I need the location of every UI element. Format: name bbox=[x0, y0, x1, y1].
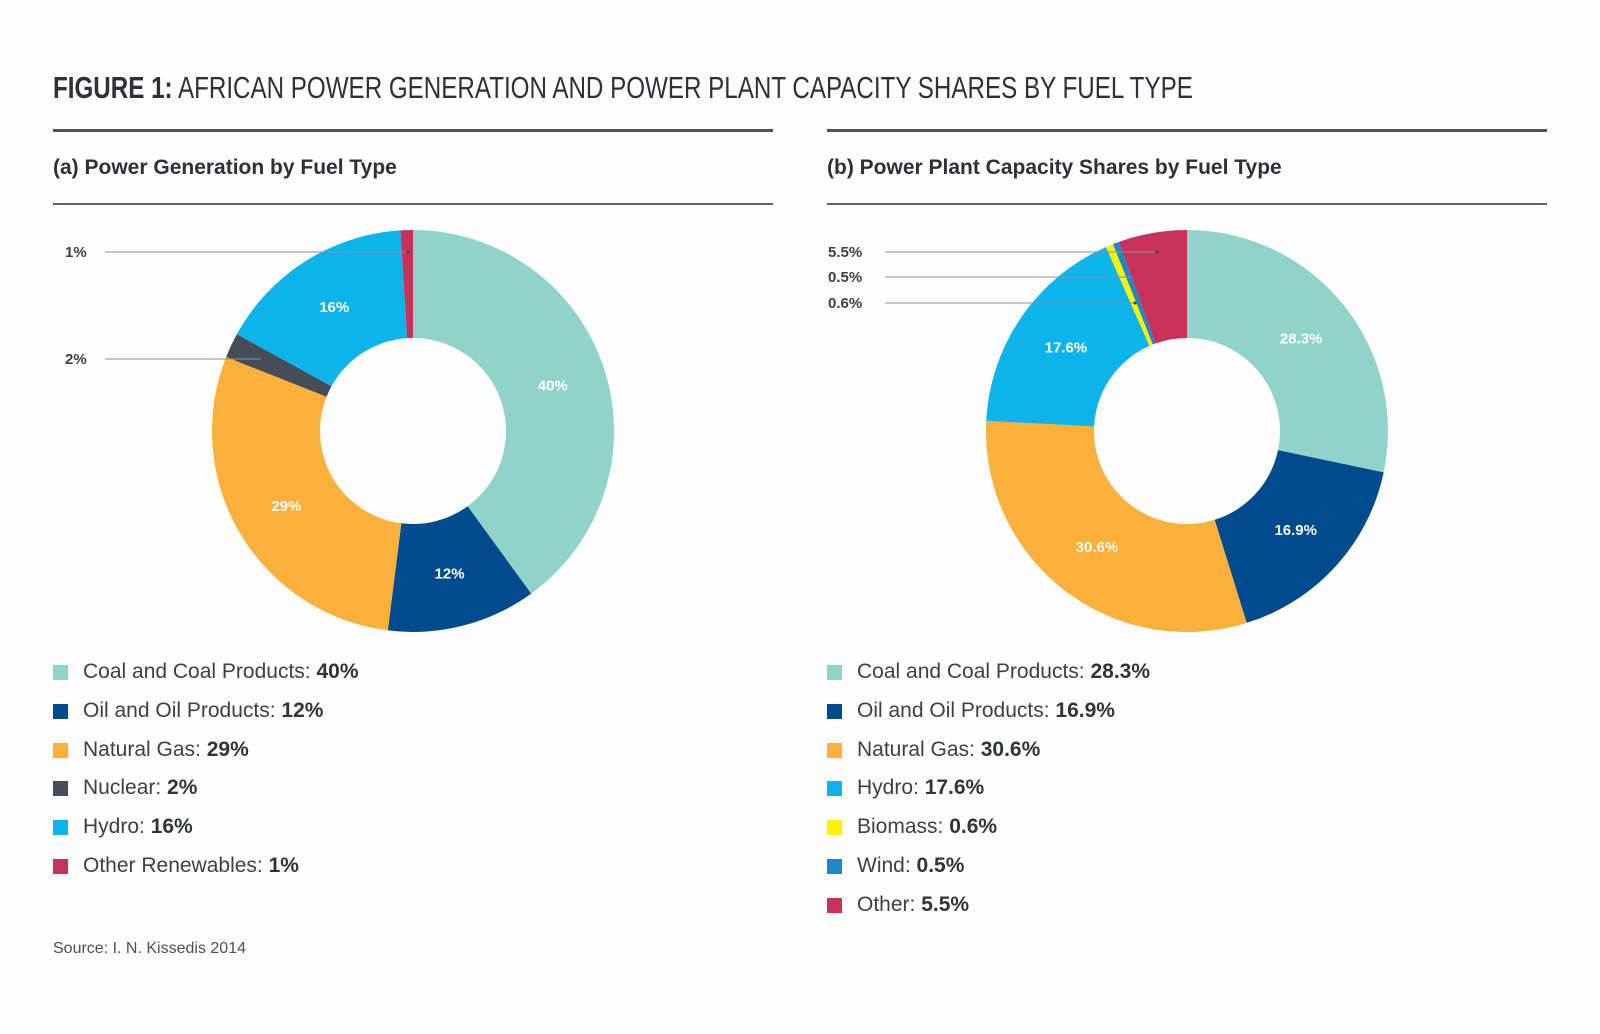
legend-value: 0.6% bbox=[949, 815, 998, 839]
legend-swatch bbox=[53, 742, 68, 758]
slice-b-wind bbox=[1113, 241, 1156, 345]
legend-swatch bbox=[827, 742, 842, 758]
callout-dot-a-nuclear bbox=[261, 357, 265, 361]
legend-text: Hydro: 16% bbox=[83, 813, 193, 841]
legend-value: 12% bbox=[281, 698, 324, 722]
panel-a-bottom-rule bbox=[53, 203, 773, 205]
legend-value: 29% bbox=[206, 737, 249, 761]
source-note: Source: I. N. Kissedis 2014 bbox=[53, 940, 246, 957]
legend-swatch bbox=[53, 820, 68, 836]
slice-b-natural-gas bbox=[986, 420, 1247, 632]
legend-text: Coal and Coal Products: 40% bbox=[83, 658, 359, 686]
slice-b-coal-and-coal-products bbox=[1187, 230, 1388, 473]
slice-a-natural-gas bbox=[212, 357, 402, 631]
slice-b-biomass bbox=[1106, 244, 1153, 346]
donut-chart-a: 40% 12% 29% 2% 16% 1% bbox=[65, 230, 614, 632]
callout-label-b-wind: 0.5% bbox=[828, 269, 862, 286]
callout-label-a-other-renewables: 1% bbox=[65, 244, 87, 261]
legend-value: 17.6% bbox=[924, 776, 985, 800]
slice-a-coal-and-coal-products bbox=[413, 230, 614, 594]
slice-label-b-hydro: 17.6% bbox=[1045, 340, 1088, 357]
legend-label: Natural Gas: bbox=[857, 737, 981, 761]
legend-label: Coal and Coal Products: bbox=[83, 660, 317, 683]
legend-text: Other: 5.5% bbox=[857, 891, 969, 919]
legend-swatch bbox=[53, 781, 68, 797]
legend-value: 0.5% bbox=[916, 853, 965, 877]
callout-label-b-biomass: 0.6% bbox=[828, 295, 862, 312]
donut-chart-b: 28.3% 16.9% 30.6% 17.6% 0.6% 0.5% 5.5% bbox=[828, 230, 1388, 632]
callout-dot-b-biomass bbox=[1133, 301, 1137, 305]
legend-value: 16% bbox=[150, 815, 193, 839]
legend-text: Other Renewables: 1% bbox=[83, 852, 299, 880]
panel-b-title: (b) Power Plant Capacity Shares by Fuel … bbox=[827, 156, 1282, 179]
legend-text: Biomass: 0.6% bbox=[857, 813, 997, 841]
legend-swatch bbox=[53, 665, 68, 680]
legend-swatch bbox=[827, 820, 842, 836]
legend-swatch bbox=[53, 703, 68, 719]
figure-title-rest: AFRICAN POWER GENERATION AND POWER PLANT… bbox=[172, 70, 1193, 105]
legend-label: Hydro: bbox=[857, 776, 925, 800]
legend-swatch bbox=[827, 897, 842, 913]
legend-value: 40% bbox=[316, 660, 359, 683]
legend-text: Hydro: 17.6% bbox=[857, 774, 984, 802]
legend-value: 2% bbox=[167, 776, 198, 800]
slice-a-hydro bbox=[236, 230, 408, 387]
legend-text: Wind: 0.5% bbox=[857, 852, 964, 880]
figure-title: FIGURE 1: AFRICAN POWER GENERATION AND P… bbox=[53, 70, 1193, 106]
legend-text: Oil and Oil Products: 16.9% bbox=[857, 697, 1115, 725]
legend-swatch bbox=[827, 703, 842, 719]
legend-label: Biomass: bbox=[857, 815, 950, 839]
legend-swatch bbox=[53, 858, 68, 874]
slice-a-other-renewables bbox=[400, 230, 413, 339]
slice-a-nuclear bbox=[226, 334, 332, 397]
legend-value: 5.5% bbox=[921, 892, 970, 916]
legend-text: Natural Gas: 29% bbox=[83, 736, 249, 764]
legend-label: Oil and Oil Products: bbox=[83, 698, 282, 722]
legend-text: Oil and Oil Products: 12% bbox=[83, 697, 323, 725]
legend-value: 30.6% bbox=[980, 737, 1041, 761]
slice-label-a-oil-and-oil-products: 12% bbox=[435, 565, 465, 582]
legend-swatch bbox=[827, 665, 842, 680]
legend-label: Natural Gas: bbox=[83, 737, 207, 761]
figure-title-lead: FIGURE 1: bbox=[53, 70, 173, 105]
legend-value: 28.3% bbox=[1090, 660, 1151, 683]
legend-text: Nuclear: 2% bbox=[83, 774, 197, 802]
slice-b-oil-and-oil-products bbox=[1214, 450, 1384, 623]
legend-text: Natural Gas: 30.6% bbox=[857, 736, 1040, 764]
slice-b-other bbox=[1118, 230, 1187, 344]
slice-label-b-oil-and-oil-products: 16.9% bbox=[1274, 522, 1317, 539]
slice-b-hydro bbox=[986, 247, 1150, 427]
legend-label: Hydro: bbox=[83, 815, 151, 839]
legend-value: 16.9% bbox=[1055, 698, 1115, 722]
legend-label: Wind: bbox=[857, 853, 917, 877]
panel-a-top-rule bbox=[53, 129, 773, 132]
legend-label: Other: bbox=[857, 892, 922, 916]
slice-label-a-coal-and-coal-products: 40% bbox=[538, 378, 568, 395]
callout-dot-b-other bbox=[1155, 250, 1159, 254]
callout-label-b-other: 5.5% bbox=[828, 244, 862, 261]
legend-label: Nuclear: bbox=[83, 776, 168, 800]
legend-value: 1% bbox=[268, 853, 299, 877]
legend-label: Oil and Oil Products: bbox=[857, 698, 1056, 722]
legend-label: Other Renewables: bbox=[83, 853, 269, 877]
slice-label-b-coal-and-coal-products: 28.3% bbox=[1280, 330, 1323, 347]
slice-label-a-natural-gas: 29% bbox=[271, 498, 301, 515]
callout-dot-a-other-renewables bbox=[406, 250, 410, 254]
legend-text: Coal and Coal Products: 28.3% bbox=[857, 658, 1150, 686]
legend-swatch bbox=[827, 858, 842, 874]
slice-label-a-hydro: 16% bbox=[319, 299, 349, 316]
legend-swatch bbox=[827, 781, 842, 797]
slice-label-b-natural-gas: 30.6% bbox=[1076, 539, 1119, 556]
panel-b-top-rule bbox=[827, 129, 1547, 132]
legend-label: Coal and Coal Products: bbox=[857, 660, 1091, 683]
panel-b-bottom-rule bbox=[827, 203, 1547, 205]
callout-label-a-nuclear: 2% bbox=[65, 351, 87, 368]
slice-a-oil-and-oil-products bbox=[387, 506, 532, 632]
panel-a-title: (a) Power Generation by Fuel Type bbox=[53, 156, 397, 179]
